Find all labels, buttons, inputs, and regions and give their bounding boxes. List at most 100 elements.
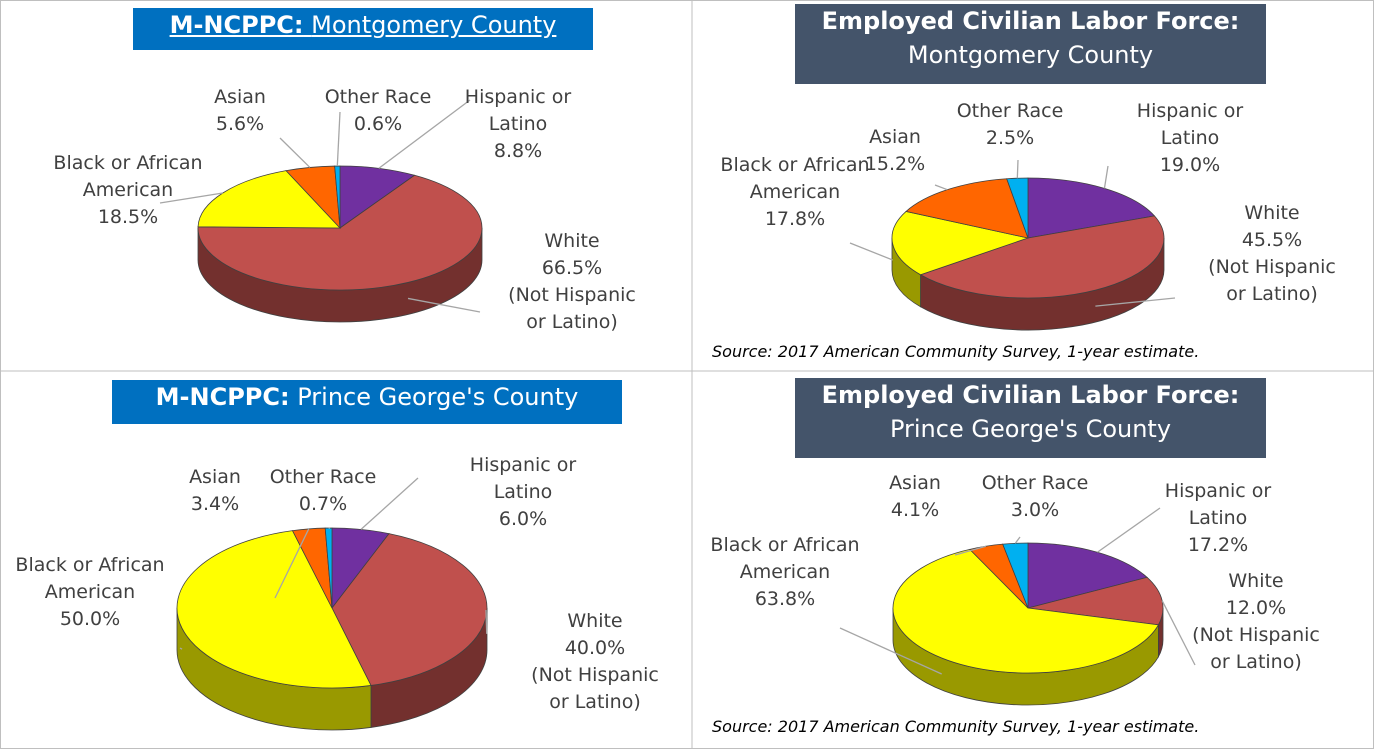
category-label: Hispanic or Latino: [469, 454, 577, 503]
chart-title: M-NCPPC: Montgomery County: [133, 8, 593, 50]
data-label: Other Race 0.7%: [248, 464, 398, 518]
leader-line: [1014, 536, 1021, 544]
data-label: Black or African American 17.8%: [720, 152, 870, 233]
title-text: Montgomery County: [311, 11, 557, 39]
data-label: Hispanic or Latino 6.0%: [448, 452, 598, 533]
data-label: Black or African American 18.5%: [53, 150, 203, 231]
source-note: Source: 2017 American Community Survey, …: [712, 342, 1200, 361]
data-label: Hispanic or Latino 8.8%: [443, 84, 593, 165]
data-label: Asian 4.1%: [840, 470, 990, 524]
value-label: 3.0%: [1010, 499, 1060, 521]
title-bold: M-NCPPC:: [155, 383, 290, 411]
category-label: Asian: [214, 86, 266, 108]
category-label: Asian: [869, 126, 921, 148]
category-label: Black or African American: [15, 554, 165, 603]
value-label: 66.5%: [541, 257, 603, 279]
value-label: 2.5%: [985, 127, 1035, 149]
data-label: White 12.0% (Not Hispanic or Latino): [1181, 568, 1331, 676]
slice: [1006, 177, 1029, 239]
leader-line: [279, 137, 311, 168]
value-label: 12.0%: [1225, 597, 1287, 619]
data-label: Other Race 3.0%: [960, 470, 1110, 524]
leader-line: [849, 242, 893, 261]
source-note: Source: 2017 American Community Survey, …: [712, 717, 1200, 736]
title-text: Montgomery County: [907, 41, 1154, 69]
value-label: 17.2%: [1187, 534, 1249, 556]
value-label: 4.1%: [890, 499, 940, 521]
value-label: 63.8%: [754, 588, 816, 610]
data-label: Asian 3.4%: [140, 464, 290, 518]
slice: [197, 174, 483, 291]
leader-line: [1095, 297, 1176, 307]
title-text: Prince George's County: [889, 415, 1172, 443]
category-label: Black or African American: [53, 152, 203, 201]
value-label: 0.7%: [298, 493, 348, 515]
slice: [891, 211, 1030, 276]
category-label: Other Race: [956, 100, 1064, 122]
value-label: 15.2%: [864, 153, 926, 175]
leader-line: [1097, 507, 1161, 553]
leader-line: [954, 545, 987, 556]
value-label: 50.0%: [59, 608, 121, 630]
leader-line: [1103, 165, 1109, 189]
category-label: Other Race: [324, 86, 432, 108]
data-label: White 66.5% (Not Hispanic or Latino): [497, 228, 647, 336]
category-label: White: [1228, 570, 1284, 592]
leader-line: [934, 184, 948, 191]
chart-title: M-NCPPC: Prince George's County: [112, 380, 622, 424]
title-bold: M-NCPPC:: [169, 11, 304, 39]
leader-line: [274, 528, 310, 599]
data-label: Other Race 0.6%: [303, 84, 453, 138]
value-label: 5.6%: [215, 113, 265, 135]
value-label: 40.0%: [564, 637, 626, 659]
slice: [1027, 177, 1156, 239]
slice: [1027, 542, 1148, 609]
title-text: Prince George's County: [297, 383, 579, 411]
value-label: 6.0%: [498, 508, 548, 530]
chart-title: Employed Civilian Labor Force: Prince Geo…: [795, 378, 1266, 458]
category-label: Asian: [889, 472, 941, 494]
category-label: Hispanic or Latino: [1136, 100, 1244, 149]
slice: [919, 215, 1165, 299]
category-label: White: [544, 230, 600, 252]
category-label: Hispanic or Latino: [1164, 480, 1272, 529]
value-label: 3.4%: [190, 493, 240, 515]
leader-line: [360, 477, 419, 530]
category-note: (Not Hispanic or Latino): [1208, 256, 1336, 305]
value-label: 8.8%: [493, 140, 543, 162]
data-label: Black or African American 63.8%: [710, 532, 860, 613]
leader-line: [336, 111, 341, 167]
slice: [892, 548, 1160, 674]
value-label: 0.6%: [353, 113, 403, 135]
data-label: Black or African American 50.0%: [15, 552, 165, 633]
data-label: Hispanic or Latino 17.2%: [1143, 478, 1293, 559]
category-label: Other Race: [269, 466, 377, 488]
leader-line: [407, 297, 481, 313]
title-bold: Employed Civilian Labor Force:: [821, 381, 1240, 409]
data-label: White 40.0% (Not Hispanic or Latino): [520, 608, 670, 716]
leader-line: [1161, 600, 1196, 666]
category-note: (Not Hispanic or Latino): [1192, 624, 1320, 673]
category-note: (Not Hispanic or Latino): [531, 664, 659, 713]
leader-line: [159, 192, 223, 204]
category-note: (Not Hispanic or Latino): [508, 284, 636, 333]
leader-line: [839, 627, 942, 675]
data-label: White 45.5% (Not Hispanic or Latino): [1197, 200, 1347, 308]
data-label: Asian 15.2%: [820, 124, 970, 178]
data-label: Hispanic or Latino 19.0%: [1115, 98, 1265, 179]
value-label: 45.5%: [1241, 229, 1303, 251]
slice: [1027, 576, 1164, 626]
value-label: 18.5%: [97, 206, 159, 228]
category-label: Black or African American: [710, 534, 860, 583]
slice: [197, 170, 341, 229]
value-label: 19.0%: [1159, 154, 1221, 176]
data-label: Other Race 2.5%: [935, 98, 1085, 152]
leader-line: [179, 647, 183, 650]
chart-title: Employed Civilian Labor Force: Montgomery…: [795, 4, 1266, 84]
leader-line: [378, 99, 471, 169]
category-label: White: [1244, 202, 1300, 224]
category-label: Asian: [189, 466, 241, 488]
category-label: Other Race: [981, 472, 1089, 494]
